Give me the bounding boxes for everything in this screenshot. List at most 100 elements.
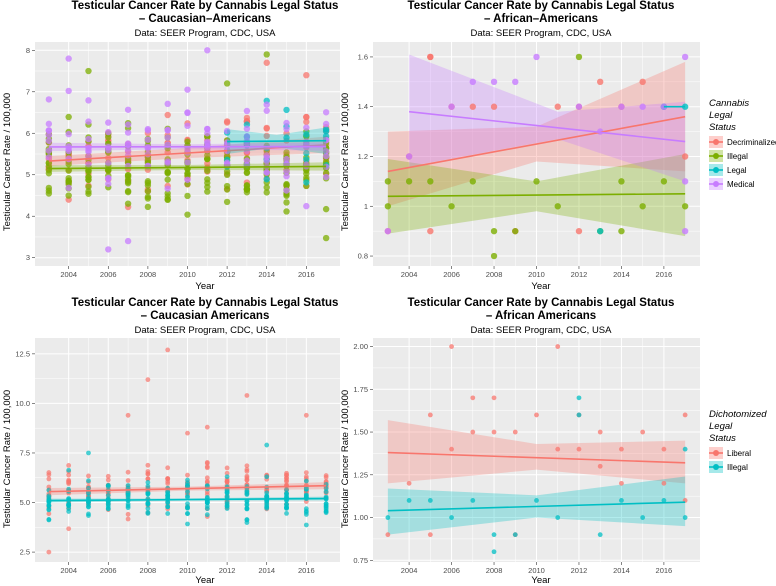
fit-line-illegal2 bbox=[387, 501, 686, 512]
data-point-liberal bbox=[512, 429, 518, 435]
data-point-liberal bbox=[427, 412, 433, 418]
data-point-medical bbox=[105, 119, 112, 126]
data-point-illegal2 bbox=[46, 503, 52, 508]
data-point-liberal bbox=[303, 474, 309, 480]
data-point-illegal2 bbox=[303, 509, 309, 515]
data-point-liberal bbox=[619, 480, 624, 486]
data-point-decriminalized bbox=[263, 59, 270, 66]
data-point-medical bbox=[85, 118, 92, 125]
data-point-illegal2 bbox=[597, 532, 603, 538]
data-point-illegal bbox=[283, 180, 290, 188]
x-tick-label: 2004 bbox=[401, 270, 418, 279]
data-point-illegal bbox=[618, 227, 625, 235]
panel-african-4cat: Testicular Cancer Rate by Cannabis Legal… bbox=[340, 0, 776, 292]
data-point-liberal bbox=[224, 470, 230, 476]
data-point-illegal2 bbox=[145, 483, 151, 489]
x-tick-label: 2006 bbox=[100, 270, 117, 279]
x-tick-label: 2008 bbox=[486, 566, 503, 575]
data-point-illegal bbox=[85, 183, 92, 190]
data-point-medical bbox=[283, 119, 290, 127]
data-point-liberal bbox=[385, 532, 391, 538]
data-point-illegal bbox=[263, 189, 270, 196]
legend-label-medical: Medical bbox=[727, 180, 755, 189]
data-point-illegal bbox=[384, 178, 392, 185]
data-point-medical bbox=[144, 136, 152, 143]
data-point-decriminalized bbox=[554, 103, 561, 110]
data-point-illegal2 bbox=[244, 505, 250, 511]
data-point-decriminalized bbox=[223, 119, 231, 126]
y-tick-label: 0.75 bbox=[353, 556, 368, 565]
legend-key-dot bbox=[713, 450, 719, 456]
y-tick-label: 1.6 bbox=[358, 52, 368, 61]
data-point-illegal bbox=[184, 170, 191, 177]
data-point-liberal bbox=[323, 473, 329, 478]
data-point-illegal2 bbox=[512, 532, 518, 538]
data-point-illegal2 bbox=[46, 507, 52, 513]
data-point-illegal2 bbox=[449, 515, 454, 520]
data-point-illegal bbox=[144, 188, 152, 195]
data-point-illegal2 bbox=[125, 503, 131, 509]
data-point-illegal2 bbox=[46, 517, 52, 523]
data-point-liberal bbox=[125, 516, 131, 522]
panel2-y-label: Testicular Cancer Rate / 100,000 bbox=[340, 93, 351, 231]
data-point-medical bbox=[184, 86, 191, 93]
panel2-plot: 2004 2006 2008 2010 2012 2014 2016 0.8 1 1.2 1.4 1.… bbox=[358, 42, 700, 279]
data-point-legal bbox=[303, 179, 310, 186]
data-point-legal bbox=[283, 134, 290, 141]
data-point-liberal bbox=[204, 475, 210, 481]
panel3-title-line1: Testicular Cancer Rate by Cannabis Legal… bbox=[72, 297, 339, 309]
panel1-y-label: Testicular Cancer Rate / 100,000 bbox=[2, 93, 13, 231]
data-point-illegal2 bbox=[165, 491, 171, 497]
data-point-illegal bbox=[204, 188, 211, 195]
data-point-medical bbox=[223, 160, 231, 168]
data-point-liberal bbox=[576, 446, 582, 452]
data-point-illegal2 bbox=[145, 501, 151, 507]
x-tick-label: 2012 bbox=[219, 270, 236, 279]
data-point-illegal2 bbox=[185, 505, 190, 511]
legend-key-dot bbox=[713, 181, 719, 187]
x-tick-label: 2016 bbox=[298, 566, 315, 575]
data-point-liberal bbox=[46, 549, 52, 555]
data-point-illegal2 bbox=[491, 532, 497, 538]
data-point-illegal bbox=[384, 203, 392, 210]
data-point-liberal bbox=[125, 478, 131, 483]
panel2-subtitle: Data: SEER Program, CDC, USA bbox=[471, 28, 613, 39]
data-point-illegal2 bbox=[66, 509, 72, 514]
legend-key-dot bbox=[713, 139, 719, 145]
data-point-liberal bbox=[204, 478, 210, 484]
data-point-illegal bbox=[85, 190, 92, 197]
x-tick-label: 2004 bbox=[60, 566, 77, 575]
data-point-illegal bbox=[533, 178, 540, 185]
data-point-illegal2 bbox=[86, 485, 91, 491]
data-point-illegal2 bbox=[145, 506, 151, 511]
y-tick-label: 6 bbox=[26, 129, 30, 138]
data-point-medical bbox=[283, 173, 290, 180]
data-point-illegal bbox=[223, 80, 231, 87]
confidence-band-liberal bbox=[387, 420, 686, 484]
panel1-title-line2: – Caucasian–Americans bbox=[139, 13, 271, 25]
data-point-illegal bbox=[223, 168, 231, 175]
scatter-points bbox=[384, 53, 689, 260]
data-point-medical bbox=[184, 109, 191, 116]
legend-label-legal: Legal bbox=[727, 166, 747, 175]
x-tick-label: 2012 bbox=[571, 566, 588, 575]
data-point-illegal2 bbox=[682, 446, 688, 452]
data-point-medical bbox=[681, 227, 689, 235]
data-point-illegal2 bbox=[284, 510, 289, 516]
y-tick-label: 1 bbox=[364, 202, 368, 211]
data-point-illegal2 bbox=[145, 480, 151, 485]
data-point-medical bbox=[164, 126, 171, 134]
data-point-illegal2 bbox=[244, 520, 250, 525]
data-point-liberal bbox=[470, 395, 476, 401]
data-point-medical bbox=[105, 246, 112, 253]
data-point-medical bbox=[681, 178, 689, 185]
data-point-liberal bbox=[66, 526, 72, 532]
data-point-liberal bbox=[105, 473, 111, 479]
data-point-medical bbox=[45, 147, 53, 154]
data-point-illegal2 bbox=[323, 489, 329, 495]
data-point-medical bbox=[85, 97, 92, 104]
data-point-medical bbox=[45, 96, 53, 103]
data-point-medical bbox=[184, 159, 191, 166]
data-point-medical bbox=[243, 107, 251, 115]
legend-label-liberal: Liberal bbox=[727, 449, 751, 458]
